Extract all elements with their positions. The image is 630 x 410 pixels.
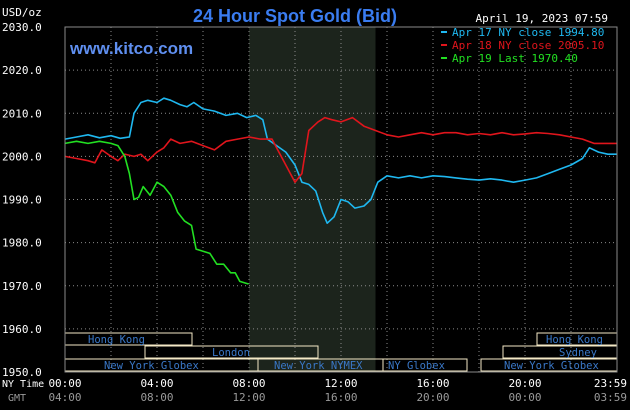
x-tick-label-gmt: 00:00 — [508, 391, 541, 404]
x-tick-label-ny: 16:00 — [416, 377, 449, 390]
y-tick-label: 1980.0 — [2, 237, 42, 250]
x-axis-label-ny: NY Time — [2, 379, 44, 390]
x-tick-label-ny: 23:59 — [594, 377, 627, 390]
y-tick-label: 2000.0 — [2, 150, 42, 163]
x-tick-label-gmt: 04:00 — [48, 391, 81, 404]
x-tick-label-ny: 12:00 — [324, 377, 357, 390]
plot-border — [64, 26, 618, 373]
x-tick-label-ny: 04:00 — [140, 377, 173, 390]
unit-label: USD/oz — [2, 6, 42, 19]
y-tick-label: 1970.0 — [2, 280, 42, 293]
session-new-york-globex-right-label: New York Globex — [504, 360, 599, 372]
y-tick-label: 2030.0 — [2, 21, 42, 34]
x-tick-label-gmt: 20:00 — [416, 391, 449, 404]
session-london-box — [144, 345, 319, 359]
chart-title: 24 Hour Spot Gold (Bid) — [193, 6, 397, 26]
brand-logo-text: www.kitco.com — [69, 39, 193, 58]
chart-date: April 19, 2023 07:59 — [476, 12, 608, 25]
x-tick-label-gmt: 16:00 — [324, 391, 357, 404]
series-line-1 — [64, 97, 617, 224]
x-axis-label-gmt: GMT — [8, 393, 26, 404]
session-hong-kong-label: Hong Kong — [88, 334, 145, 346]
x-tick-label-ny: 20:00 — [508, 377, 541, 390]
session-ny-globex-label: NY Globex — [388, 360, 445, 372]
y-tick-label: 1990.0 — [2, 194, 42, 207]
session-sydney-label: Sydney — [559, 347, 597, 359]
series-line-2 — [64, 116, 617, 183]
nymex-shaded-region — [249, 27, 376, 372]
x-tick-label-ny: 08:00 — [232, 377, 265, 390]
legend-label-1: Apr 17 NY close 1994.80 — [452, 26, 604, 39]
x-axis-ticks: NY TimeGMT00:0004:0004:0008:0008:0012:00… — [2, 377, 627, 404]
y-tick-label: 1960.0 — [2, 323, 42, 336]
session-ny-globex-box — [382, 358, 468, 372]
x-tick-label-gmt: 08:00 — [140, 391, 173, 404]
session-new-york-globex-label: New York Globex — [104, 360, 199, 372]
y-tick-label: 2010.0 — [2, 107, 42, 120]
legend-label-3: Apr 19 Last 1970.40 — [452, 52, 578, 65]
y-axis-ticks: 2030.0 2020.0 2010.0 2000.0 1990.0 1980.0 1970… — [2, 21, 42, 379]
y-tick-label: 1950.0 — [2, 366, 42, 379]
x-tick-label-ny: 00:00 — [48, 377, 81, 390]
data-series — [64, 97, 617, 285]
session-london-label: London — [212, 347, 250, 359]
x-tick-label-gmt: 03:59 — [594, 391, 627, 404]
legend-label-2: Apr 18 NY close 2005.10 — [452, 39, 604, 52]
series-line-3 — [64, 140, 249, 285]
session-hong-kong-right-label: Hong Kong — [546, 334, 603, 346]
session-new-york-nymex-label: New York NYMEX — [274, 360, 363, 372]
y-tick-label: 2020.0 — [2, 64, 42, 77]
x-tick-label-gmt: 12:00 — [232, 391, 265, 404]
